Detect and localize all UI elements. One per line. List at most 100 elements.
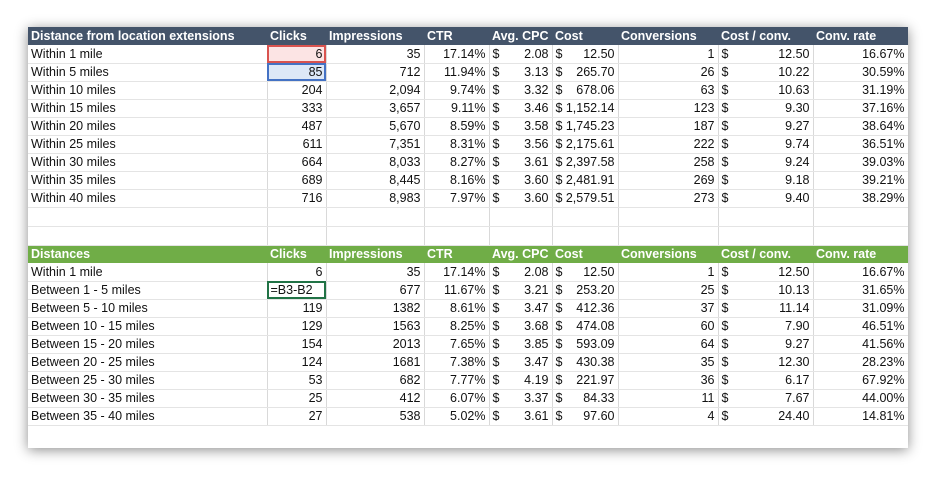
data-cell[interactable]: 4 xyxy=(618,407,719,426)
header-cell[interactable]: Conv. rate xyxy=(813,27,908,45)
data-cell[interactable]: $3.68 xyxy=(489,317,553,336)
data-cell[interactable]: 25 xyxy=(267,389,327,408)
row-label-cell[interactable]: Within 30 miles xyxy=(28,153,268,172)
empty-cell[interactable] xyxy=(813,226,908,246)
data-cell[interactable]: 1681 xyxy=(326,353,425,372)
empty-cell[interactable] xyxy=(552,226,619,246)
data-cell[interactable]: $2,481.91 xyxy=(552,171,619,190)
data-cell[interactable]: 6 xyxy=(267,263,327,282)
data-cell[interactable]: 333 xyxy=(267,99,327,118)
header-cell[interactable]: Impressions xyxy=(326,27,424,45)
data-cell[interactable]: $3.56 xyxy=(489,135,553,154)
data-cell[interactable]: 85 xyxy=(267,63,327,82)
data-cell[interactable]: 16.67% xyxy=(813,263,908,282)
data-cell[interactable]: 7.97% xyxy=(424,189,490,208)
data-cell[interactable]: $9.18 xyxy=(718,171,814,190)
data-cell[interactable]: 35 xyxy=(618,353,719,372)
row-label-cell[interactable]: Within 1 mile xyxy=(28,45,268,64)
data-cell[interactable]: $3.47 xyxy=(489,353,553,372)
data-cell[interactable]: 27 xyxy=(267,407,327,426)
data-cell[interactable]: $2,579.51 xyxy=(552,189,619,208)
data-cell[interactable]: 31.19% xyxy=(813,81,908,100)
data-cell[interactable]: $3.60 xyxy=(489,171,553,190)
header-cell[interactable]: Cost xyxy=(552,27,618,45)
data-cell[interactable]: $9.27 xyxy=(718,117,814,136)
data-cell[interactable]: $9.40 xyxy=(718,189,814,208)
header-cell[interactable]: Avg. CPC xyxy=(489,245,552,263)
data-cell[interactable]: 14.81% xyxy=(813,407,908,426)
data-cell[interactable]: 8.27% xyxy=(424,153,490,172)
data-cell[interactable]: $2,397.58 xyxy=(552,153,619,172)
data-cell[interactable]: $84.33 xyxy=(552,389,619,408)
data-cell[interactable]: 716 xyxy=(267,189,327,208)
empty-cell[interactable] xyxy=(326,226,425,246)
empty-cell[interactable] xyxy=(267,207,327,227)
data-cell[interactable]: $4.19 xyxy=(489,371,553,390)
data-cell[interactable]: $3.32 xyxy=(489,81,553,100)
data-cell[interactable]: 7.65% xyxy=(424,335,490,354)
row-label-cell[interactable]: Within 1 mile xyxy=(28,263,268,282)
data-cell[interactable]: 8.59% xyxy=(424,117,490,136)
data-cell[interactable]: $12.50 xyxy=(718,45,814,64)
header-cell[interactable]: Cost / conv. xyxy=(718,27,813,45)
data-cell[interactable]: 8,983 xyxy=(326,189,425,208)
data-cell[interactable]: $3.13 xyxy=(489,63,553,82)
data-cell[interactable]: 9.74% xyxy=(424,81,490,100)
data-cell[interactable]: $9.30 xyxy=(718,99,814,118)
data-cell[interactable]: 6.07% xyxy=(424,389,490,408)
row-label-cell[interactable]: Within 40 miles xyxy=(28,189,268,208)
empty-cell[interactable] xyxy=(489,207,553,227)
data-cell[interactable]: $3.60 xyxy=(489,189,553,208)
data-cell[interactable]: 611 xyxy=(267,135,327,154)
data-cell[interactable]: 1563 xyxy=(326,317,425,336)
data-cell[interactable]: $2.08 xyxy=(489,45,553,64)
header-cell[interactable]: Conversions xyxy=(618,27,718,45)
data-cell[interactable]: $6.17 xyxy=(718,371,814,390)
data-cell[interactable]: 31.65% xyxy=(813,281,908,300)
data-cell[interactable]: 689 xyxy=(267,171,327,190)
data-cell[interactable]: 677 xyxy=(326,281,425,300)
row-label-cell[interactable]: Between 35 - 40 miles xyxy=(28,407,268,426)
data-cell[interactable]: 67.92% xyxy=(813,371,908,390)
data-cell[interactable]: $678.06 xyxy=(552,81,619,100)
data-cell[interactable]: 8.31% xyxy=(424,135,490,154)
data-cell[interactable]: 124 xyxy=(267,353,327,372)
data-cell[interactable]: 123 xyxy=(618,99,719,118)
data-cell[interactable]: 26 xyxy=(618,63,719,82)
header-cell[interactable]: Cost / conv. xyxy=(718,245,813,263)
data-cell[interactable]: 258 xyxy=(618,153,719,172)
data-cell[interactable]: $253.20 xyxy=(552,281,619,300)
header-cell[interactable]: Avg. CPC xyxy=(489,27,552,45)
data-cell[interactable]: $221.97 xyxy=(552,371,619,390)
data-cell[interactable]: 204 xyxy=(267,81,327,100)
data-cell[interactable]: 8.16% xyxy=(424,171,490,190)
data-cell[interactable]: 1 xyxy=(618,45,719,64)
header-cell[interactable]: CTR xyxy=(424,27,489,45)
data-cell[interactable]: 11 xyxy=(618,389,719,408)
data-cell[interactable]: 44.00% xyxy=(813,389,908,408)
data-cell[interactable]: 9.11% xyxy=(424,99,490,118)
data-cell[interactable]: $11.14 xyxy=(718,299,814,318)
data-cell[interactable]: $12.50 xyxy=(552,45,619,64)
formula-cell[interactable]: =B3-B2 xyxy=(267,281,327,300)
data-cell[interactable]: 60 xyxy=(618,317,719,336)
data-cell[interactable]: $9.74 xyxy=(718,135,814,154)
data-cell[interactable]: 7,351 xyxy=(326,135,425,154)
header-cell[interactable]: Cost xyxy=(552,245,618,263)
data-cell[interactable]: 6 xyxy=(267,45,327,64)
data-cell[interactable]: $10.63 xyxy=(718,81,814,100)
data-cell[interactable]: 30.59% xyxy=(813,63,908,82)
data-cell[interactable]: $3.47 xyxy=(489,299,553,318)
header-cell[interactable]: CTR xyxy=(424,245,489,263)
row-label-cell[interactable]: Within 20 miles xyxy=(28,117,268,136)
data-cell[interactable]: 39.21% xyxy=(813,171,908,190)
data-cell[interactable]: $593.09 xyxy=(552,335,619,354)
row-label-cell[interactable]: Within 25 miles xyxy=(28,135,268,154)
row-label-cell[interactable]: Between 25 - 30 miles xyxy=(28,371,268,390)
row-label-cell[interactable]: Within 35 miles xyxy=(28,171,268,190)
empty-cell[interactable] xyxy=(618,207,719,227)
row-label-cell[interactable]: Between 15 - 20 miles xyxy=(28,335,268,354)
data-cell[interactable]: 487 xyxy=(267,117,327,136)
data-cell[interactable]: 664 xyxy=(267,153,327,172)
data-cell[interactable]: 412 xyxy=(326,389,425,408)
